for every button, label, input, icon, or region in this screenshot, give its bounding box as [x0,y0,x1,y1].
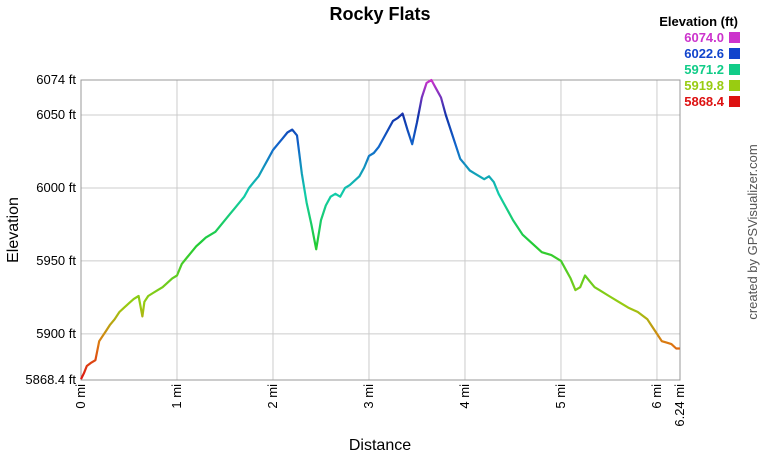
legend-swatch [729,48,740,59]
x-tick-label: 6.24 mi [672,384,687,427]
y-axis-ticks: 5868.4 ft 5900 ft 5950 ft 6000 ft 6050 ft 607… [25,72,76,387]
legend-swatch [729,32,740,43]
x-tick-label: 5 mi [553,384,568,409]
elevation-series-line [80,78,680,380]
grid-lines [80,79,681,381]
legend-entry-label: 5919.8 [684,78,724,93]
x-axis-label: Distance [349,437,411,454]
y-axis-label: Elevation [5,197,22,263]
legend-swatch [729,80,740,91]
x-tick-label: 3 mi [361,384,376,409]
y-tick-label: 5868.4 ft [25,372,76,387]
credit-text: created by GPSVisualizer.com [745,144,760,319]
x-tick-label: 6 mi [649,384,664,409]
x-tick-label: 1 mi [169,384,184,409]
x-axis-ticks: 0 mi 1 mi 2 mi 3 mi 4 mi 5 mi 6 mi 6.24 mi [73,384,687,427]
legend-entry-label: 6022.6 [684,46,724,61]
y-tick-label: 5900 ft [36,326,76,341]
legend-title: Elevation (ft) [659,14,738,29]
legend-entry-label: 6074.0 [684,30,724,45]
x-tick-label: 2 mi [265,384,280,409]
y-tick-label: 6050 ft [36,107,76,122]
y-tick-label: 6000 ft [36,180,76,195]
y-tick-label: 5950 ft [36,253,76,268]
legend-entry-label: 5868.4 [684,94,725,109]
y-tick-label: 6074 ft [36,72,76,87]
chart-title: Rocky Flats [329,4,430,24]
legend-swatch [729,64,740,75]
legend-swatch [729,96,740,107]
plot-frame [80,79,681,381]
x-tick-label: 4 mi [457,384,472,409]
legend-entry-label: 5971.2 [684,62,724,77]
x-tick-label: 0 mi [73,384,88,409]
